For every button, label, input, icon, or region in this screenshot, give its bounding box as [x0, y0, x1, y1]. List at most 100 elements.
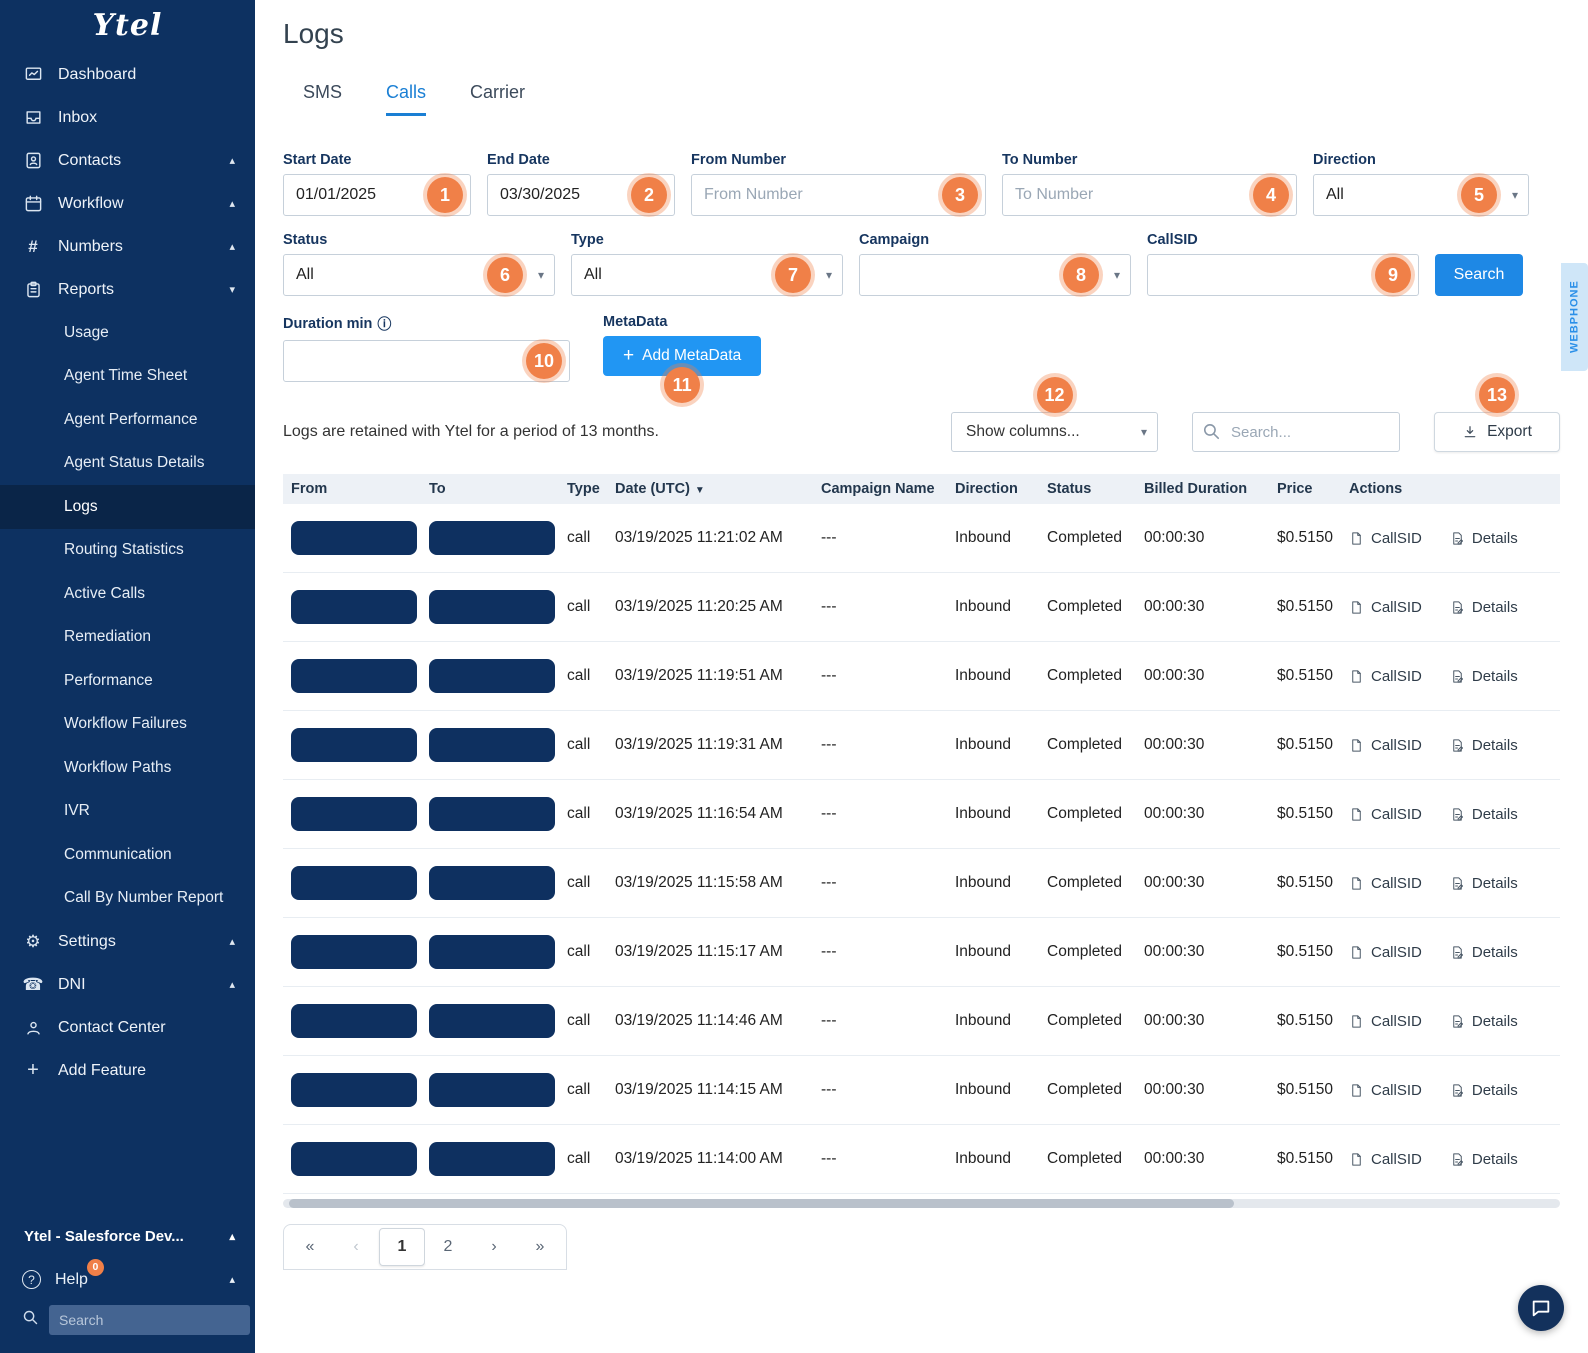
- sidebar-subitem[interactable]: Communication: [0, 833, 255, 877]
- callsid-action[interactable]: CallSID: [1349, 598, 1422, 617]
- sidebar-subitem-label: Routing Statistics: [64, 541, 184, 559]
- sidebar-subitem[interactable]: Workflow Paths: [0, 746, 255, 790]
- sidebar-item-reports[interactable]: Reports ▾: [0, 268, 255, 311]
- redacted-to-number: [429, 866, 555, 900]
- search-button[interactable]: Search: [1435, 254, 1523, 296]
- table-search-input[interactable]: [1192, 412, 1400, 452]
- sidebar-item-contact-center[interactable]: Contact Center: [0, 1006, 255, 1049]
- tab-carrier[interactable]: Carrier: [470, 82, 526, 102]
- question-icon: ?: [22, 1270, 41, 1289]
- chevron-up-icon: ▴: [229, 1274, 235, 1286]
- sidebar-subitem[interactable]: Active Calls: [0, 572, 255, 616]
- callsid-action[interactable]: CallSID: [1349, 874, 1422, 893]
- tab-sms[interactable]: SMS: [303, 82, 343, 102]
- show-columns-select[interactable]: Show columns... ▾: [951, 412, 1158, 452]
- redacted-from-number: [291, 590, 417, 624]
- sidebar-item-dni[interactable]: ☎ DNI ▴: [0, 963, 255, 1006]
- sidebar-subitem[interactable]: Performance: [0, 659, 255, 703]
- scrollbar-thumb[interactable]: [289, 1199, 1234, 1208]
- call-type: call: [567, 529, 591, 546]
- last-page-button[interactable]: »: [517, 1228, 563, 1266]
- table-search: [1192, 412, 1400, 452]
- search-icon: [1203, 423, 1220, 440]
- next-page-button[interactable]: ›: [471, 1228, 517, 1266]
- sidebar-item-numbers[interactable]: # Numbers ▴: [0, 225, 255, 268]
- sidebar-subitem[interactable]: Agent Status Details: [0, 442, 255, 486]
- details-action[interactable]: Details: [1450, 805, 1518, 824]
- callsid-action[interactable]: CallSID: [1349, 1081, 1422, 1100]
- annotation-badge-10: 10: [526, 343, 562, 379]
- sidebar-subitem[interactable]: Agent Time Sheet: [0, 355, 255, 399]
- redacted-to-number: [429, 1004, 555, 1038]
- campaign-name-value: ---: [821, 1012, 837, 1029]
- duration-min-input[interactable]: [283, 340, 570, 382]
- sidebar-subitem[interactable]: IVR: [0, 790, 255, 834]
- callsid-action-label: CallSID: [1371, 598, 1422, 616]
- sidebar-subitem-label: IVR: [64, 802, 90, 820]
- details-action[interactable]: Details: [1450, 598, 1518, 617]
- chat-widget-button[interactable]: [1518, 1285, 1564, 1331]
- sidebar-subitem[interactable]: Usage: [0, 311, 255, 355]
- start-date-label: Start Date: [283, 152, 352, 168]
- webphone-tab[interactable]: WEBPHONE: [1561, 263, 1588, 371]
- details-action[interactable]: Details: [1450, 1150, 1518, 1169]
- annotation-badge-7: 7: [775, 257, 811, 293]
- sidebar-item-workflow[interactable]: Workflow ▴: [0, 182, 255, 225]
- document-icon: [1352, 738, 1361, 752]
- from-number-input[interactable]: [691, 174, 986, 216]
- callsid-action[interactable]: CallSID: [1349, 1012, 1422, 1031]
- horizontal-scrollbar[interactable]: [283, 1199, 1560, 1208]
- from-number-label: From Number: [691, 152, 787, 168]
- page-button-1[interactable]: 1: [379, 1228, 425, 1266]
- export-button[interactable]: Export: [1434, 412, 1560, 452]
- sidebar-item-contacts[interactable]: Contacts ▴: [0, 139, 255, 182]
- call-price: $0.5150: [1277, 874, 1334, 891]
- sidebar-item-settings[interactable]: ⚙ Settings ▴: [0, 920, 255, 963]
- logo-wrap: Ytel: [0, 0, 255, 53]
- page-button-2[interactable]: 2: [425, 1228, 471, 1266]
- call-price: $0.5150: [1277, 598, 1334, 615]
- redacted-from-number: [291, 728, 417, 762]
- callsid-action[interactable]: CallSID: [1349, 736, 1422, 755]
- sidebar-item-dashboard[interactable]: Dashboard: [0, 53, 255, 96]
- details-action[interactable]: Details: [1450, 943, 1518, 962]
- callsid-input[interactable]: [1147, 254, 1419, 296]
- sidebar-subitem-label: Agent Performance: [64, 410, 198, 428]
- details-action[interactable]: Details: [1450, 667, 1518, 686]
- sidebar-search-input[interactable]: [49, 1305, 250, 1335]
- callsid-action[interactable]: CallSID: [1349, 805, 1422, 824]
- call-date: 03/19/2025 11:19:51 AM: [615, 667, 783, 684]
- callsid-action[interactable]: CallSID: [1349, 943, 1422, 962]
- first-page-button[interactable]: «: [287, 1228, 333, 1266]
- tab-calls[interactable]: Calls: [386, 82, 427, 116]
- details-action-label: Details: [1471, 943, 1518, 961]
- sidebar-item-add-feature[interactable]: + Add Feature: [0, 1049, 255, 1092]
- sidebar-item-inbox[interactable]: Inbox: [0, 96, 255, 139]
- sidebar-subitem[interactable]: Remediation: [0, 616, 255, 660]
- prev-page-button[interactable]: ‹: [333, 1228, 379, 1266]
- sidebar-subitem[interactable]: Routing Statistics: [0, 529, 255, 573]
- to-number-input[interactable]: [1002, 174, 1297, 216]
- details-action[interactable]: Details: [1450, 874, 1518, 893]
- sidebar-subitem[interactable]: Logs: [0, 485, 255, 529]
- col-date-utc[interactable]: Date (UTC) ▼: [615, 481, 705, 497]
- redacted-from-number: [291, 797, 417, 831]
- details-action[interactable]: Details: [1450, 736, 1518, 755]
- call-date: 03/19/2025 11:19:31 AM: [615, 736, 783, 753]
- sidebar-subitem[interactable]: Workflow Failures: [0, 703, 255, 747]
- callsid-action[interactable]: CallSID: [1349, 667, 1422, 686]
- campaign-name-value: ---: [821, 667, 837, 684]
- sidebar-subitem[interactable]: Call By Number Report: [0, 877, 255, 921]
- callsid-action[interactable]: CallSID: [1349, 529, 1422, 548]
- org-selector[interactable]: Ytel - Salesforce Dev... ▴: [0, 1215, 255, 1258]
- sidebar-item-help[interactable]: ? Help 0 ▴: [0, 1258, 255, 1301]
- call-price: $0.5150: [1277, 943, 1334, 960]
- sidebar-subitem[interactable]: Agent Performance: [0, 398, 255, 442]
- annotation-badge-9: 9: [1375, 257, 1411, 293]
- details-action-label: Details: [1471, 1012, 1518, 1030]
- details-action[interactable]: Details: [1450, 1012, 1518, 1031]
- details-action[interactable]: Details: [1450, 1081, 1518, 1100]
- sidebar: Ytel Dashboard Inbox Contacts ▴ Workf: [0, 0, 255, 1353]
- details-action[interactable]: Details: [1450, 529, 1518, 548]
- callsid-action[interactable]: CallSID: [1349, 1150, 1422, 1169]
